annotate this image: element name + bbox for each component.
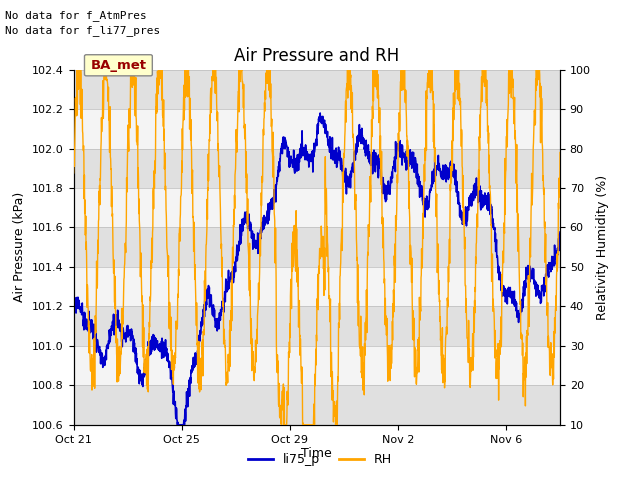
X-axis label: Time: Time — [301, 447, 332, 460]
Y-axis label: Air Pressure (kPa): Air Pressure (kPa) — [13, 192, 26, 302]
Bar — [74, 385, 560, 425]
Bar — [74, 228, 560, 267]
Bar — [74, 109, 560, 148]
Bar — [74, 346, 560, 385]
Bar — [74, 267, 560, 306]
Title: Air Pressure and RH: Air Pressure and RH — [234, 47, 399, 65]
Text: BA_met: BA_met — [90, 59, 147, 72]
Bar — [74, 306, 560, 346]
Bar — [74, 188, 560, 228]
Bar — [74, 70, 560, 109]
Text: No data for f_li77_pres: No data for f_li77_pres — [5, 25, 161, 36]
Text: No data for f_AtmPres: No data for f_AtmPres — [5, 11, 147, 22]
Y-axis label: Relativity Humidity (%): Relativity Humidity (%) — [596, 175, 609, 320]
Legend: li75_p, RH: li75_p, RH — [243, 448, 397, 471]
Bar — [74, 148, 560, 188]
